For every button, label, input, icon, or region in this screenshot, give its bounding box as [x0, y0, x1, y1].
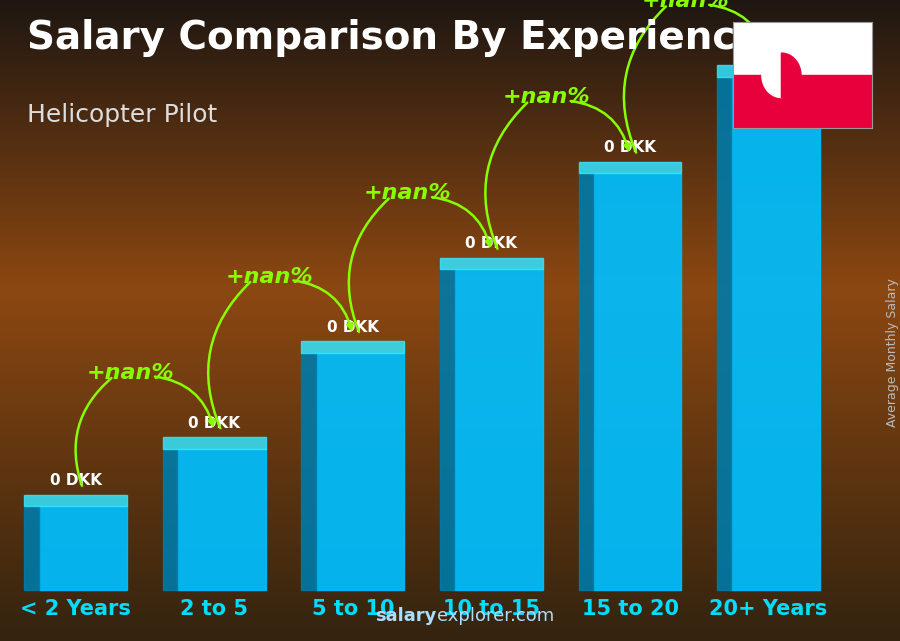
Bar — [163, 437, 266, 449]
Polygon shape — [762, 53, 781, 97]
Text: +nan%: +nan% — [87, 363, 175, 383]
Text: +nan%: +nan% — [641, 0, 729, 11]
Text: 0 DKK: 0 DKK — [604, 140, 656, 155]
Bar — [24, 506, 39, 590]
Bar — [579, 173, 593, 590]
Text: 5 to 10: 5 to 10 — [311, 599, 394, 619]
Text: 0 DKK: 0 DKK — [327, 320, 379, 335]
Bar — [579, 162, 681, 173]
Bar — [316, 353, 404, 590]
Bar — [733, 22, 872, 75]
Bar — [454, 269, 543, 590]
Text: 0 DKK: 0 DKK — [742, 44, 795, 59]
Bar — [440, 258, 543, 269]
Text: 15 to 20: 15 to 20 — [581, 599, 679, 619]
Bar — [24, 495, 127, 506]
Polygon shape — [781, 53, 801, 97]
Text: explorer.com: explorer.com — [436, 607, 554, 625]
Text: +nan%: +nan% — [226, 267, 313, 287]
Bar — [177, 449, 266, 590]
Text: 0 DKK: 0 DKK — [50, 474, 102, 488]
Bar — [302, 341, 404, 353]
Bar — [732, 77, 820, 590]
Bar — [733, 75, 872, 128]
Text: Salary Comparison By Experience: Salary Comparison By Experience — [27, 19, 761, 57]
Text: 10 to 15: 10 to 15 — [443, 599, 540, 619]
Text: Helicopter Pilot: Helicopter Pilot — [27, 103, 217, 126]
Bar — [39, 506, 127, 590]
Text: 0 DKK: 0 DKK — [465, 237, 518, 251]
Text: 0 DKK: 0 DKK — [188, 416, 240, 431]
Text: +nan%: +nan% — [502, 87, 590, 107]
Text: 2 to 5: 2 to 5 — [180, 599, 248, 619]
Text: 20+ Years: 20+ Years — [709, 599, 828, 619]
Bar — [717, 77, 732, 590]
Bar — [163, 449, 177, 590]
Bar — [440, 269, 454, 590]
Text: < 2 Years: < 2 Years — [21, 599, 131, 619]
Text: Average Monthly Salary: Average Monthly Salary — [886, 278, 899, 427]
Bar — [593, 173, 681, 590]
Bar — [717, 65, 820, 77]
Bar — [302, 353, 316, 590]
Text: +nan%: +nan% — [364, 183, 452, 203]
Text: salary: salary — [375, 607, 436, 625]
